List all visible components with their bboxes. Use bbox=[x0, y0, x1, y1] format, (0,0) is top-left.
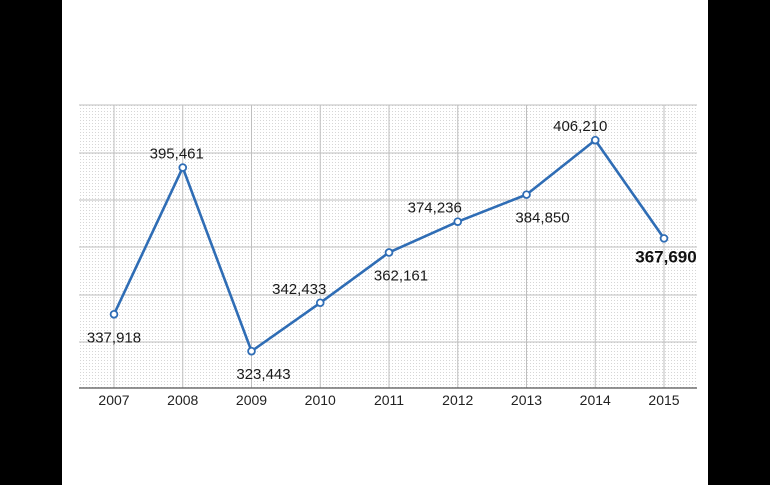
data-label: 362,161 bbox=[374, 267, 428, 284]
data-label: 374,236 bbox=[408, 200, 462, 217]
data-label: 323,443 bbox=[236, 366, 290, 383]
data-label: 384,850 bbox=[515, 210, 569, 227]
data-label: 367,690 bbox=[635, 247, 696, 266]
data-point bbox=[109, 309, 119, 319]
data-point bbox=[659, 234, 669, 243]
x-tick-label: 2013 bbox=[511, 392, 542, 408]
data-point bbox=[522, 190, 531, 199]
data-point bbox=[178, 163, 188, 172]
data-point bbox=[590, 135, 600, 145]
chart-panel: 2007 2008 2009 2010 2011 2012 2013 2014 2015 337… bbox=[62, 0, 708, 485]
x-tick-label: 2015 bbox=[648, 392, 679, 408]
data-label: 342,433 bbox=[272, 281, 326, 298]
x-tick-label: 2007 bbox=[98, 392, 129, 408]
data-point bbox=[247, 346, 256, 356]
line-chart: 2007 2008 2009 2010 2011 2012 2013 2014 2015 337… bbox=[79, 104, 697, 408]
data-point bbox=[315, 298, 325, 308]
data-label: 395,461 bbox=[150, 146, 204, 163]
x-tick-label: 2012 bbox=[442, 392, 473, 408]
x-tick-label: 2014 bbox=[580, 392, 611, 408]
x-tick-label: 2010 bbox=[305, 392, 336, 408]
gridlines bbox=[79, 104, 697, 388]
data-labels: 337,918 395,461 323,443 342,433 362,161 374,2… bbox=[87, 118, 697, 383]
x-tick-label: 2009 bbox=[236, 392, 267, 408]
data-point bbox=[453, 217, 463, 226]
data-point bbox=[384, 248, 394, 257]
data-label: 406,210 bbox=[553, 118, 607, 135]
data-label: 337,918 bbox=[87, 329, 141, 346]
x-tick-label: 2011 bbox=[374, 392, 404, 408]
x-tick-label: 2008 bbox=[167, 392, 198, 408]
x-axis: 2007 2008 2009 2010 2011 2012 2013 2014 2015 bbox=[79, 387, 697, 408]
data-points bbox=[109, 135, 669, 356]
